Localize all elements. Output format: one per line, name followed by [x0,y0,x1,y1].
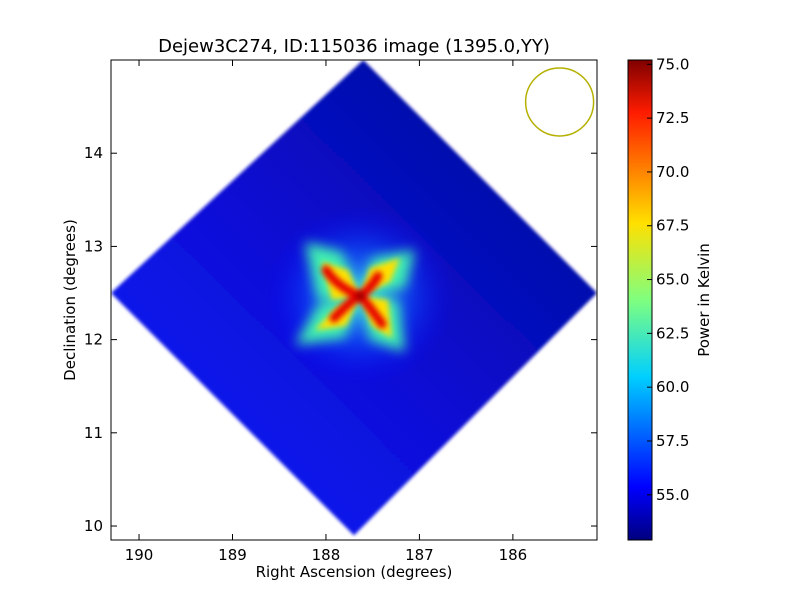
x-tick-label: 186 [499,546,528,564]
colorbar-ticks: 55.0 57.5 60.0 62.5 65.0 67.5 70.0 72.5 75.0 [647,55,689,504]
y-axis-ticks: 10 11 12 13 14 [84,144,597,535]
y-tick-label: 14 [84,144,103,162]
x-tick-label: 187 [405,546,434,564]
colorbar-tick-label: 55.0 [656,486,689,504]
x-axis-label: Right Ascension (degrees) [256,563,453,581]
colorbar: 55.0 57.5 60.0 62.5 65.0 67.5 70.0 72.5 75.0 Pow… [627,55,713,541]
y-tick-label: 11 [84,424,103,442]
colorbar-gradient [627,59,653,541]
colorbar-tick-label: 65.0 [656,271,689,289]
colorbar-tick-label: 67.5 [656,217,689,235]
colorbar-tick-label: 62.5 [656,324,689,342]
x-axis-ticks: 190 189 188 187 186 [125,60,527,564]
colorbar-tick-label: 72.5 [656,109,689,127]
colorbar-tick-label: 75.0 [656,55,689,73]
source-emission [265,206,455,386]
colorbar-tick-label: 57.5 [656,432,689,450]
x-tick-label: 189 [218,546,247,564]
colorbar-tick-label: 70.0 [656,163,689,181]
x-tick-label: 188 [312,546,341,564]
colorbar-label: Power in Kelvin [695,243,713,357]
y-axis-label: Declination (degrees) [61,219,79,381]
chart-title: Dejew3C274, ID:115036 image (1395.0,YY) [158,36,550,57]
colorbar-tick-label: 60.0 [656,378,689,396]
beam-circle [524,67,595,137]
plot-frame [110,59,598,541]
y-tick-label: 13 [84,237,103,255]
plot-area [111,60,597,540]
x-tick-label: 190 [125,546,154,564]
y-tick-label: 12 [84,331,103,349]
y-tick-label: 10 [84,517,103,535]
